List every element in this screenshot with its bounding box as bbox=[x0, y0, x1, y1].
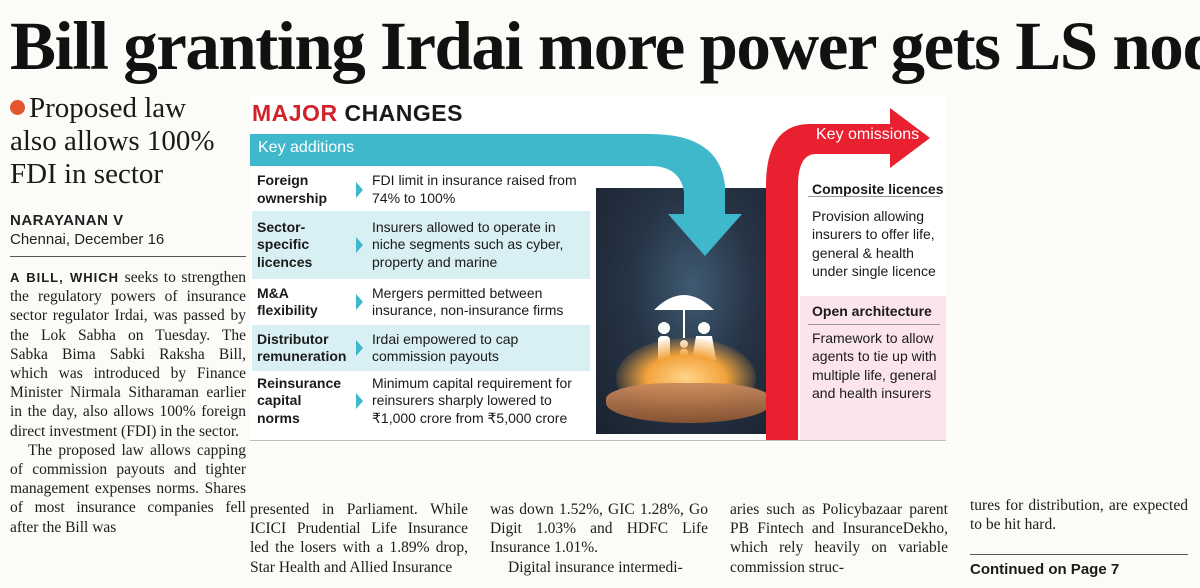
additions-row: Foreign ownership FDI limit in insurance… bbox=[252, 168, 590, 211]
addition-text: Irdai empowered to cap commission payout… bbox=[366, 325, 590, 371]
continued-link[interactable]: Continued on Page 7 bbox=[970, 554, 1188, 578]
article-paragraph: A BILL, WHICH seeks to strengthen the re… bbox=[10, 268, 246, 441]
article-paragraph: aries such as Policybazaar parent PB Fin… bbox=[730, 501, 948, 576]
addition-label: Sector-specific licences bbox=[252, 211, 352, 279]
infographic-bottom-rule bbox=[250, 440, 946, 441]
omission-rule bbox=[808, 324, 940, 325]
lead-caps: A BILL, WHICH bbox=[10, 270, 120, 285]
key-omissions-label: Key omissions bbox=[816, 126, 920, 143]
article-column-3: was down 1.52%, GIC 1.28%, Go Digit 1.03… bbox=[490, 500, 708, 584]
addition-text: Insurers allowed to operate in niche seg… bbox=[366, 211, 590, 279]
hand-shape bbox=[606, 383, 771, 423]
omission-heading: Open architecture bbox=[812, 303, 932, 319]
key-omissions-arrow bbox=[766, 108, 930, 440]
key-additions-label: Key additions bbox=[258, 139, 355, 156]
additions-row: Sector-specific licences Insurers allowe… bbox=[252, 211, 590, 279]
omission-text: Provision allowing insurers to offer lif… bbox=[812, 207, 936, 280]
omission-text: Framework to allow agents to tie up with… bbox=[812, 329, 937, 402]
insurance-photo bbox=[596, 188, 772, 434]
title-major: MAJOR bbox=[252, 100, 338, 126]
addition-label: M&A flexibility bbox=[257, 284, 318, 319]
addition-label: Distributor remuneration bbox=[252, 325, 352, 371]
addition-label: Foreign ownership bbox=[257, 172, 328, 206]
byline-name: NARAYANAN V bbox=[10, 212, 124, 229]
article-paragraph: presented in Parliament. While ICICI Pru… bbox=[250, 501, 468, 576]
article-column-2: presented in Parliament. While ICICI Pru… bbox=[250, 500, 468, 584]
article-column-5: tures for distribution, are expected to … bbox=[970, 496, 1188, 534]
key-additions-arrow bbox=[250, 134, 742, 256]
omission-open-architecture: Open architecture Framework to allow age… bbox=[800, 296, 946, 440]
row-marker bbox=[352, 168, 366, 211]
additions-table: Foreign ownership FDI limit in insurance… bbox=[252, 168, 590, 431]
addition-text: Minimum capital requirement for reinsure… bbox=[372, 374, 572, 426]
byline: NARAYANAN V Chennai, December 16 bbox=[10, 211, 246, 249]
byline-rule bbox=[10, 256, 246, 257]
headline: Bill granting Irdai more power gets LS n… bbox=[10, 8, 1200, 84]
infographic: MAJOR CHANGES Key additions Key omission… bbox=[250, 96, 946, 440]
omission-heading: Composite licences bbox=[812, 181, 944, 197]
additions-row: Distributor remuneration Irdai empowered… bbox=[252, 325, 590, 371]
article-column-1: A BILL, WHICH seeks to strengthen the re… bbox=[10, 268, 246, 537]
deck: Proposed law also allows 100% FDI in sec… bbox=[10, 92, 240, 191]
row-marker bbox=[352, 325, 366, 371]
article-paragraph: The proposed law allows capping of commi… bbox=[10, 441, 246, 536]
additions-row: Reinsurance capital norms Minimum capita… bbox=[252, 371, 590, 431]
title-changes: CHANGES bbox=[344, 100, 463, 126]
row-marker bbox=[352, 279, 366, 325]
infographic-title: MAJOR CHANGES bbox=[252, 100, 463, 127]
addition-text: Mergers permitted between insurance, non… bbox=[372, 284, 564, 319]
additions-row: M&A flexibility Mergers permitted betwee… bbox=[252, 279, 590, 325]
article-column-4: aries such as Policybazaar parent PB Fin… bbox=[730, 500, 948, 584]
addition-label: Reinsurance capital norms bbox=[257, 374, 342, 426]
article-paragraph: was down 1.52%, GIC 1.28%, Go Digit 1.03… bbox=[490, 501, 708, 557]
arrows-graphic bbox=[250, 108, 930, 440]
paragraph-text: seeks to strengthen the regulatory power… bbox=[10, 269, 247, 440]
omission-composite: Composite licences Provision allowing in… bbox=[800, 174, 946, 292]
row-marker bbox=[352, 371, 366, 431]
deck-bullet bbox=[10, 100, 25, 115]
article-paragraph: tures for distribution, are expected to … bbox=[970, 497, 1188, 534]
omission-rule bbox=[808, 196, 940, 197]
article-paragraph: Digital insurance intermedi- bbox=[508, 558, 683, 576]
addition-text: FDI limit in insurance raised from 74% t… bbox=[372, 172, 577, 206]
deck-text: Proposed law also allows 100% FDI in sec… bbox=[10, 92, 215, 190]
row-marker bbox=[352, 211, 366, 279]
byline-dateline: Chennai, December 16 bbox=[10, 231, 165, 248]
